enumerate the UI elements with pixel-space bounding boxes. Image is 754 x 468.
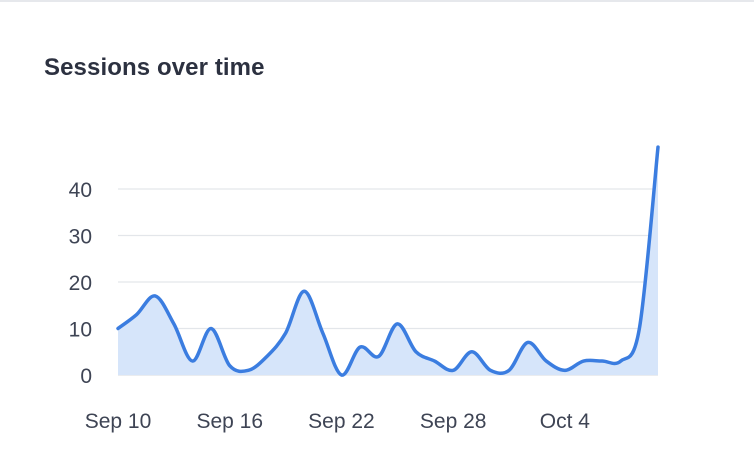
data-point-oct-2 <box>525 339 531 345</box>
data-point-sep-24 <box>376 353 382 359</box>
data-point-sep-16 <box>227 363 233 369</box>
data-point-oct-6 <box>599 358 605 364</box>
y-tick-label: 10 <box>69 319 92 342</box>
x-tick-label: Sep 22 <box>308 410 375 433</box>
y-tick-label: 0 <box>80 365 92 388</box>
data-point-sep-30 <box>487 367 493 373</box>
data-point-oct-8 <box>636 326 642 332</box>
data-point-oct-1 <box>506 367 512 373</box>
data-point-sep-14 <box>189 358 195 364</box>
y-axis-ticks: 0 10 20 30 40 <box>69 179 92 388</box>
sessions-area <box>118 147 658 376</box>
sessions-line <box>116 145 660 377</box>
data-point-sep-22 <box>338 372 344 378</box>
data-point-oct-7 <box>618 358 624 364</box>
data-point-sep-11 <box>134 312 140 318</box>
data-point-oct-4 <box>562 367 568 373</box>
data-point-sep-15 <box>208 326 214 332</box>
data-point-oct-9 <box>655 144 661 150</box>
data-point-sep-26 <box>413 349 419 355</box>
data-point-sep-20 <box>301 288 307 294</box>
data-point-sep-29 <box>469 349 475 355</box>
x-tick-label: Sep 16 <box>196 410 263 433</box>
data-point-sep-19 <box>283 330 289 336</box>
x-tick-label: Oct 4 <box>540 410 591 433</box>
data-point-sep-23 <box>357 344 363 350</box>
data-point-oct-5 <box>581 358 587 364</box>
x-axis-ticks: Sep 10 Sep 16 Sep 22 Sep 28 Oct 4 <box>85 410 591 433</box>
data-point-sep-25 <box>394 321 400 327</box>
data-point-sep-21 <box>320 330 326 336</box>
y-tick-label: 40 <box>69 179 92 202</box>
y-tick-label: 30 <box>69 226 92 249</box>
x-tick-label: Sep 10 <box>85 410 152 433</box>
data-point-oct-3 <box>543 358 549 364</box>
data-point-sep-18 <box>264 353 270 359</box>
data-point-sep-17 <box>245 367 251 373</box>
data-point-sep-12 <box>152 293 158 299</box>
y-tick-label: 20 <box>69 272 92 295</box>
chart-title: Sessions over time <box>44 54 265 81</box>
x-tick-label: Sep 28 <box>420 410 487 433</box>
data-point-sep-10 <box>115 326 121 332</box>
data-point-sep-27 <box>432 358 438 364</box>
data-point-sep-28 <box>450 367 456 373</box>
data-point-sep-13 <box>171 321 177 327</box>
